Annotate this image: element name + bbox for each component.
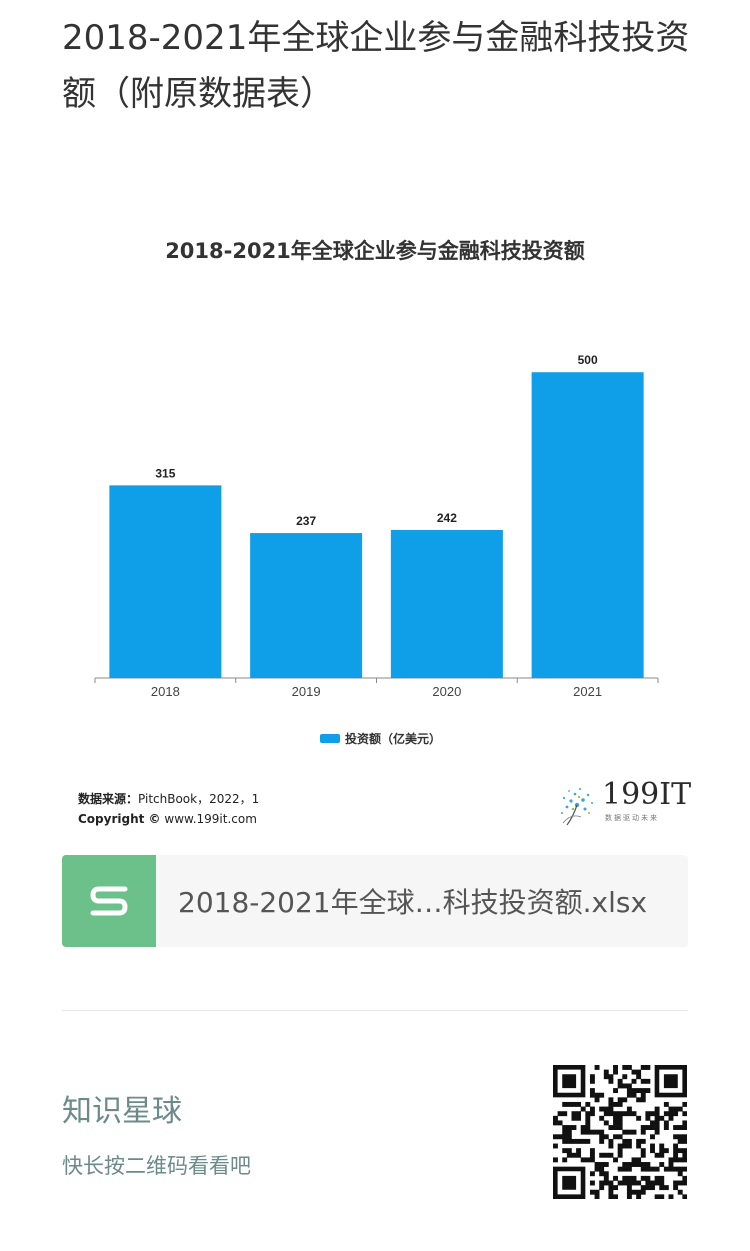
attachment-filename: 2018-2021年全球…科技投资额.xlsx [178, 886, 648, 919]
spreadsheet-s-icon [62, 855, 156, 947]
footer-title: 知识星球 [62, 1094, 182, 1129]
copyright-label: Copyright © [78, 812, 161, 826]
legend-swatch [320, 734, 340, 743]
bar-2018 [109, 485, 222, 678]
article-title: 2018-2021年全球企业参与金融科技投资额（附原数据表） [62, 18, 690, 114]
data-label-2020: 242 [437, 511, 457, 525]
attachment-card[interactable]: 2018-2021年全球…科技投资额.xlsx [62, 855, 688, 947]
chart-image[interactable]: 2018-2021年全球企业参与金融科技投资额 315 2018 237 2019 24… [40, 215, 710, 845]
qr-code-icon[interactable] [553, 1065, 687, 1199]
x-tick-label-2020: 2020 [432, 684, 461, 699]
bar-2021 [531, 372, 644, 678]
copyright-text: www.199it.com [164, 812, 257, 826]
bar-2020 [390, 530, 503, 678]
x-tick-label-2018: 2018 [151, 684, 180, 699]
data-label-2019: 237 [296, 514, 316, 528]
bar-2019 [250, 533, 363, 678]
divider [62, 1010, 688, 1011]
data-label-2018: 315 [155, 466, 175, 480]
legend-label: 投资额（亿美元） [345, 732, 442, 746]
chart-legend: 投资额（亿美元） [320, 730, 441, 747]
data-label-2021: 500 [578, 353, 598, 367]
source-label: 数据来源： [78, 792, 139, 806]
x-tick-label-2021: 2021 [573, 684, 602, 699]
dandelion-logo-icon [561, 788, 593, 826]
data-source: 数据来源：PitchBook，2022，1 Copyright © www.19… [78, 789, 259, 829]
x-tick-label-2019: 2019 [292, 684, 321, 699]
footer-subtitle: 快长按二维码看看吧 [62, 1154, 251, 1178]
bar-chart: 315 2018 237 2019 242 2020 500 2021 [94, 353, 659, 699]
logo-tagline: 数据驱动未来 [605, 814, 659, 822]
logo-text: 199IT [602, 777, 692, 812]
source-text: PitchBook，2022，1 [138, 792, 260, 806]
chart-title: 2018-2021年全球企业参与金融科技投资额 [165, 239, 585, 263]
